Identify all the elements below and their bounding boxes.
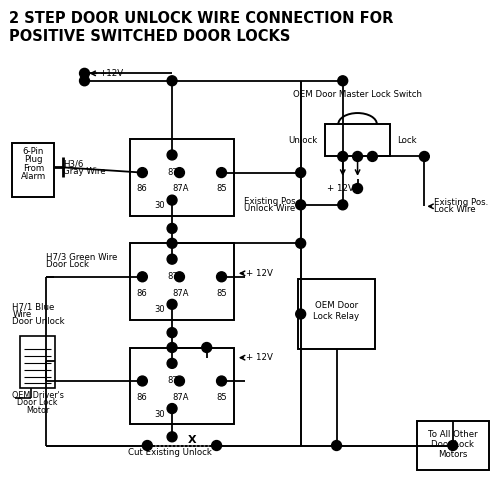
Text: Door Lock: Door Lock	[46, 260, 89, 269]
Circle shape	[167, 150, 177, 160]
Circle shape	[368, 152, 377, 161]
Circle shape	[175, 376, 185, 386]
Text: Lock Wire: Lock Wire	[434, 205, 476, 214]
Circle shape	[137, 376, 147, 386]
Text: Unlock Wire: Unlock Wire	[244, 204, 295, 213]
Circle shape	[338, 76, 348, 86]
Text: 85: 85	[217, 289, 227, 298]
Text: 85: 85	[217, 393, 227, 402]
Circle shape	[217, 168, 226, 178]
Text: OEM Driver's: OEM Driver's	[12, 391, 63, 400]
Text: 86: 86	[136, 185, 147, 194]
Circle shape	[167, 404, 177, 414]
Circle shape	[296, 200, 306, 210]
Text: 87A: 87A	[173, 185, 189, 194]
Circle shape	[175, 272, 185, 282]
Text: 87: 87	[167, 376, 179, 385]
Circle shape	[212, 441, 221, 451]
Text: POSITIVE SWITCHED DOOR LOCKS: POSITIVE SWITCHED DOOR LOCKS	[9, 28, 290, 44]
Circle shape	[167, 299, 177, 309]
Bar	[20, 336, 55, 388]
Bar	[12, 143, 54, 198]
Text: Door Unlock: Door Unlock	[12, 317, 65, 326]
Text: 87A: 87A	[173, 393, 189, 402]
Circle shape	[137, 168, 147, 178]
Text: 87: 87	[167, 272, 179, 281]
Text: 30: 30	[154, 410, 165, 419]
Text: Door Lock: Door Lock	[17, 398, 58, 407]
Text: To All Other: To All Other	[428, 430, 478, 439]
Text: 30: 30	[154, 305, 165, 314]
Text: Existing Pos.: Existing Pos.	[434, 198, 488, 207]
Text: H3/6: H3/6	[63, 159, 83, 168]
Circle shape	[353, 152, 363, 161]
Circle shape	[167, 239, 177, 249]
Text: From: From	[23, 164, 44, 173]
Text: 2 STEP DOOR UNLOCK WIRE CONNECTION FOR: 2 STEP DOOR UNLOCK WIRE CONNECTION FOR	[9, 11, 393, 26]
Text: +12V: +12V	[99, 69, 123, 78]
Text: + 12V: + 12V	[327, 184, 354, 193]
Circle shape	[137, 272, 147, 282]
Circle shape	[167, 432, 177, 442]
Circle shape	[79, 76, 90, 86]
Circle shape	[79, 68, 90, 78]
Circle shape	[142, 441, 152, 451]
Text: 6-Pin: 6-Pin	[23, 147, 44, 156]
Text: Lock Relay: Lock Relay	[313, 312, 360, 321]
Text: Lock: Lock	[397, 136, 417, 145]
Text: Gray Wire: Gray Wire	[63, 167, 106, 176]
Circle shape	[167, 342, 177, 352]
Text: H7/3 Green Wire: H7/3 Green Wire	[46, 253, 117, 262]
Circle shape	[167, 254, 177, 264]
Text: Motors: Motors	[438, 450, 467, 459]
Circle shape	[202, 342, 212, 352]
Circle shape	[167, 328, 177, 338]
Circle shape	[167, 76, 177, 86]
Text: Plug: Plug	[24, 155, 43, 164]
Circle shape	[217, 376, 226, 386]
Bar	[130, 139, 234, 216]
Text: 30: 30	[154, 201, 165, 210]
Circle shape	[167, 224, 177, 234]
Text: Wire: Wire	[12, 309, 32, 318]
Text: Existing Pos.: Existing Pos.	[244, 197, 298, 206]
Circle shape	[167, 358, 177, 368]
Text: 87: 87	[167, 168, 179, 177]
Bar	[298, 279, 375, 349]
Text: + 12V: + 12V	[246, 353, 273, 362]
Text: 86: 86	[136, 393, 147, 402]
Circle shape	[331, 441, 342, 451]
Text: Alarm: Alarm	[21, 172, 46, 181]
Bar	[417, 421, 489, 471]
Text: OEM Door: OEM Door	[315, 300, 358, 309]
Circle shape	[167, 195, 177, 205]
Text: + 12V: + 12V	[246, 269, 273, 278]
Text: 85: 85	[217, 185, 227, 194]
Text: Motor: Motor	[26, 406, 49, 415]
Circle shape	[217, 272, 226, 282]
Text: Door Lock: Door Lock	[431, 440, 474, 449]
Circle shape	[338, 152, 348, 161]
Text: X: X	[188, 435, 196, 445]
Text: H7/1 Blue: H7/1 Blue	[12, 302, 55, 311]
Circle shape	[296, 239, 306, 249]
Text: 86: 86	[136, 289, 147, 298]
Circle shape	[338, 200, 348, 210]
Bar	[325, 124, 390, 157]
Text: OEM Door Master Lock Switch: OEM Door Master Lock Switch	[293, 90, 422, 99]
Circle shape	[296, 309, 306, 319]
Bar	[130, 244, 234, 320]
Circle shape	[448, 441, 458, 451]
Circle shape	[420, 152, 429, 161]
Circle shape	[353, 184, 363, 194]
Text: Unlock: Unlock	[289, 136, 318, 145]
Bar	[130, 347, 234, 425]
Text: Cut Existing Unlock: Cut Existing Unlock	[128, 449, 212, 458]
Circle shape	[175, 168, 185, 178]
Circle shape	[296, 168, 306, 178]
Text: 87A: 87A	[173, 289, 189, 298]
